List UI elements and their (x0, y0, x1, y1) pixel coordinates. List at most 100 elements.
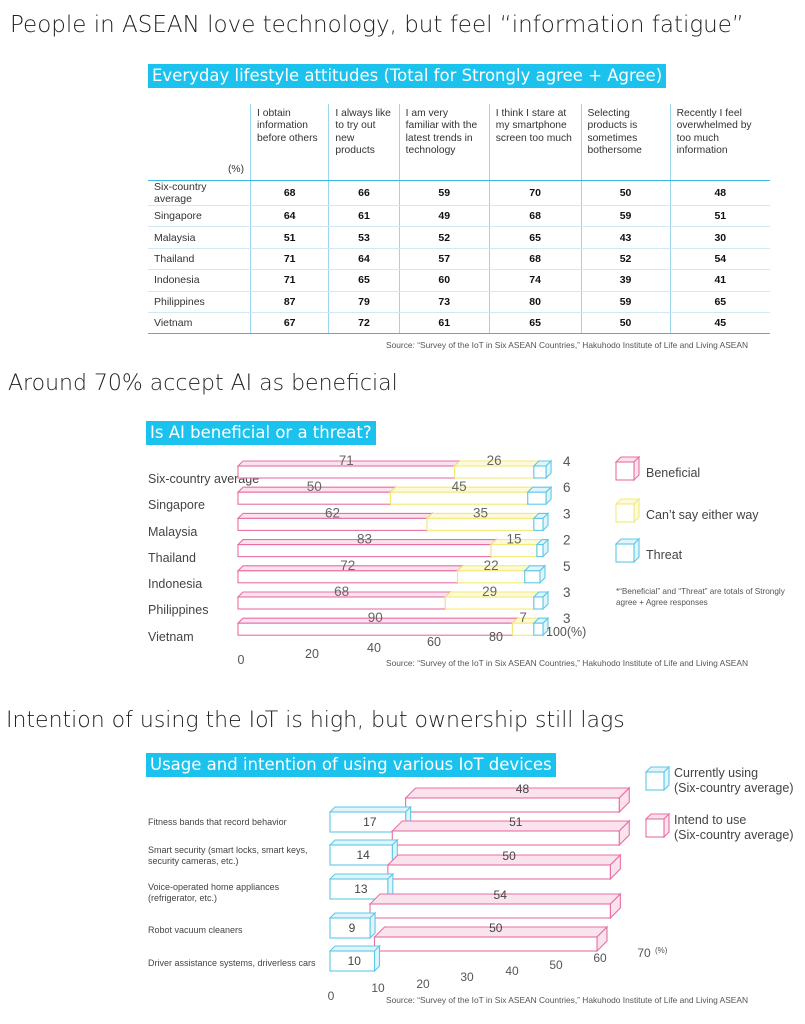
ai-bar-threat (532, 459, 553, 480)
iot-x-tick: 30 (460, 970, 474, 984)
iot-value-intend: 48 (516, 782, 530, 796)
ai-value-label: 90 (368, 610, 383, 625)
legend-intend-icon (644, 812, 671, 839)
ai-category-label: Singapore (148, 498, 205, 512)
table-row: Thailand 71 64 57 68 52 54 (148, 248, 770, 271)
ai-category-label: Six-country average (148, 472, 260, 486)
iot-value-using: 10 (348, 954, 362, 968)
ai-value-label: 45 (452, 479, 467, 494)
table-cell: 73 (398, 291, 490, 313)
table-cell: 80 (488, 291, 582, 313)
headline-information-fatigue: People in ASEAN love technology, but fee… (10, 12, 744, 38)
table-cell: 49 (398, 205, 490, 228)
table-cell: 59 (398, 180, 490, 206)
legend-line: Currently using (674, 766, 759, 780)
table-cell: 65 (488, 312, 582, 335)
ai-value-label: 5 (563, 559, 571, 574)
iot-value-using: 14 (356, 848, 370, 862)
legend-line: (Six-country average) (674, 781, 794, 795)
ai-x-tick: 80 (489, 630, 503, 644)
ai-value-label: 22 (484, 558, 499, 573)
iot-bar-intend (373, 925, 609, 953)
iot-value-intend: 54 (494, 888, 508, 902)
source-note-attitudes: Source: “Survey of the IoT in Six ASEAN … (386, 340, 749, 350)
iot-x-tick: 10 (371, 981, 385, 995)
table-cell: 65 (328, 269, 400, 292)
row-label: Malaysia (148, 226, 251, 249)
ai-value-label: 3 (563, 585, 571, 600)
column-header: I always like to try out new products (328, 104, 400, 181)
table-cell: 68 (488, 205, 582, 228)
table-cell: 53 (328, 226, 400, 249)
ai-x-tick: 40 (367, 641, 381, 655)
source-note-ai: Source: “Survey of the IoT in Six ASEAN … (386, 658, 749, 668)
table-cell: 50 (580, 312, 671, 335)
table-cell: 66 (328, 180, 400, 206)
row-label: Philippines (148, 291, 251, 313)
iot-bar-using (328, 944, 381, 973)
column-header: Selecting products is sometimes botherso… (580, 104, 671, 181)
iot-value-using: 13 (354, 882, 368, 896)
attitudes-table: (%) I obtain information before others I… (148, 104, 770, 335)
ai-value-label: 3 (563, 611, 571, 626)
table-cell: 65 (488, 226, 582, 249)
table-cell: 43 (580, 226, 671, 249)
table-row: Vietnam 67 72 61 65 50 45 (148, 312, 770, 335)
ai-value-label: 15 (507, 532, 522, 547)
table-cell: 45 (669, 312, 770, 335)
ai-value-label: 35 (473, 505, 488, 520)
iot-x-tick: 70 (637, 946, 651, 960)
row-label: Six-country average (148, 180, 251, 206)
column-header: Recently I feel overwhelmed by too much … (669, 104, 770, 181)
ai-bar-threat (526, 485, 553, 506)
iot-value-using: 17 (363, 815, 377, 829)
ai-value-label: 6 (563, 480, 571, 495)
table-cell: 61 (398, 312, 490, 335)
table-cell: 72 (328, 312, 400, 335)
ai-value-label: 26 (487, 453, 502, 468)
column-header: I am very familiar with the latest trend… (398, 104, 490, 181)
ai-category-label: Malaysia (148, 525, 198, 539)
table-cell: 61 (328, 205, 400, 228)
ai-value-label: 2 (563, 533, 571, 548)
iot-value-intend: 50 (489, 921, 503, 935)
table-cell: 52 (398, 226, 490, 249)
iot-x-tick: 50 (549, 958, 563, 972)
ai-category-label: Thailand (148, 551, 196, 565)
ai-category-label: Philippines (148, 603, 209, 617)
legend-swatch-icon (614, 497, 641, 524)
table-row: Malaysia 51 53 52 65 43 30 (148, 226, 770, 249)
ai-value-label: 29 (482, 584, 497, 599)
iot-category-label: Robot vacuum cleaners (148, 925, 243, 935)
column-header: I think I stare at my smartphone screen … (488, 104, 582, 181)
table-cell: 87 (249, 291, 329, 313)
ai-value-label: 4 (563, 454, 571, 469)
table-cell: 54 (669, 248, 770, 271)
ai-value-label: 7 (519, 610, 527, 625)
ai-x-tick: 20 (305, 647, 319, 661)
legend-currently-using-icon (644, 765, 671, 792)
legend-neutral-label: Can’t say either way (646, 508, 759, 522)
legend-swatch-icon (614, 537, 641, 564)
ai-footnote: *“Beneficial” and “Threat” are totals of… (616, 587, 785, 607)
column-header: I obtain information before others (249, 104, 329, 181)
iot-bar-intend (368, 892, 622, 920)
table-cell: 59 (580, 205, 671, 228)
table-cell: 67 (249, 312, 329, 335)
table-cell: 64 (328, 248, 400, 271)
table-cell: 52 (580, 248, 671, 271)
legend-threat-label: Threat (646, 548, 683, 562)
ai-x-tick: 100(%) (546, 625, 586, 639)
ai-bar-threat (532, 512, 550, 532)
ai-bar-threat (535, 538, 550, 558)
ai-value-label: 62 (325, 505, 340, 520)
row-label: Indonesia (148, 269, 251, 292)
headline-iot-ownership: Intention of using the IoT is high, but … (6, 708, 625, 733)
ai-bar-can-t-say-either-way (456, 564, 532, 585)
iot-bar-intend (386, 853, 622, 881)
table-cell: 59 (580, 291, 671, 313)
iot-x-tick: 0 (328, 989, 335, 1003)
table-cell: 71 (249, 248, 329, 271)
table-cell: 41 (669, 269, 770, 292)
table-cell: 30 (669, 226, 770, 249)
